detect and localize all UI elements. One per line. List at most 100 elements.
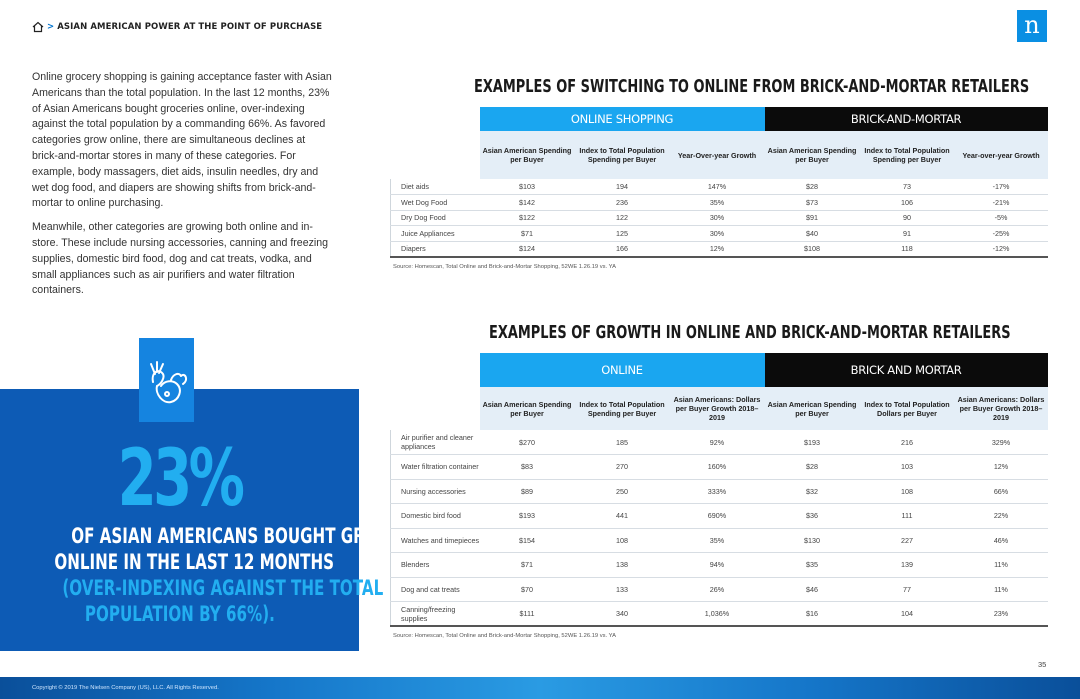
table-row: Juice Appliances $71 125 30% $40 91 -25% bbox=[390, 225, 1048, 242]
table1-header: Year-over-year Growth bbox=[954, 131, 1048, 179]
table-cell: 122 bbox=[574, 210, 670, 226]
table-growth: ONLINE BRICK AND MORTAR Asian American S… bbox=[390, 353, 1048, 627]
table1-header: Index to Total Population Spending per B… bbox=[574, 131, 670, 179]
row-label: Canning/freezing supplies bbox=[390, 601, 480, 627]
breadcrumb: > ASIAN AMERICAN POWER AT THE POINT OF PU… bbox=[47, 22, 322, 32]
table-cell: $71 bbox=[479, 225, 575, 242]
table-cell: 35% bbox=[669, 194, 765, 211]
table-cell: $16 bbox=[764, 601, 860, 627]
table-cell: 30% bbox=[669, 210, 765, 226]
table-cell: $270 bbox=[479, 430, 575, 455]
table-cell: 138 bbox=[574, 552, 670, 578]
table-cell: $111 bbox=[479, 601, 575, 627]
table-cell: 11% bbox=[954, 552, 1048, 578]
table-cell: $142 bbox=[479, 194, 575, 211]
table-row: Domestic bird food $193 441 690% $36 111… bbox=[390, 503, 1048, 529]
table-cell: $71 bbox=[479, 552, 575, 578]
table2-band-brick: BRICK AND MORTAR bbox=[764, 353, 1048, 387]
nielsen-logo: n bbox=[1017, 10, 1047, 42]
row-label: Air purifier and cleaner appliances bbox=[390, 430, 480, 455]
table1-corner-2 bbox=[390, 131, 480, 179]
page-header: > ASIAN AMERICAN POWER AT THE POINT OF PU… bbox=[32, 20, 322, 34]
table-cell: -5% bbox=[954, 210, 1048, 226]
table-cell: 133 bbox=[574, 577, 670, 602]
table-cell: $46 bbox=[764, 577, 860, 602]
table-cell: 90 bbox=[859, 210, 955, 226]
breadcrumb-separator: > bbox=[47, 22, 55, 32]
footer-band bbox=[0, 677, 1080, 699]
table2-source: Source: Homescan, Total Online and Brick… bbox=[393, 633, 616, 639]
table-cell: 46% bbox=[954, 528, 1048, 553]
table-cell: 250 bbox=[574, 479, 670, 504]
table-row: Dry Dog Food $122 122 30% $91 90 -5% bbox=[390, 210, 1048, 226]
callout-line-2-text: ONLINE IN THE LAST 12 MONTHS bbox=[54, 550, 335, 574]
row-label: Water filtration container bbox=[390, 454, 480, 480]
table-cell: 35% bbox=[669, 528, 765, 553]
home-icon[interactable] bbox=[32, 21, 44, 33]
table-cell: 147% bbox=[669, 179, 765, 195]
callout-line-3: (OVER-INDEXING AGAINST THE TOTAL bbox=[0, 576, 383, 601]
table2-band-online: ONLINE bbox=[479, 353, 765, 387]
callout-big-number: 23% bbox=[117, 434, 245, 524]
table-cell: $35 bbox=[764, 552, 860, 578]
intro-paragraph-1: Online grocery shopping is gaining accep… bbox=[32, 71, 332, 210]
table-cell: $108 bbox=[764, 241, 860, 258]
table-cell: 66% bbox=[954, 479, 1048, 504]
row-label: Diet aids bbox=[390, 179, 480, 195]
row-label: Juice Appliances bbox=[390, 225, 480, 242]
table-cell: $89 bbox=[479, 479, 575, 504]
callout-icon-box bbox=[139, 338, 194, 422]
table2-corner-2 bbox=[390, 387, 480, 430]
callout-panel bbox=[0, 389, 359, 651]
table-row: Dog and cat treats $70 133 26% $46 77 11… bbox=[390, 577, 1048, 602]
table-cell: $124 bbox=[479, 241, 575, 258]
table-cell: -25% bbox=[954, 225, 1048, 242]
table-row: Water filtration container $83 270 160% … bbox=[390, 454, 1048, 480]
row-label: Dry Dog Food bbox=[390, 210, 480, 226]
breadcrumb-title: ASIAN AMERICAN POWER AT THE POINT OF PUR… bbox=[57, 22, 323, 32]
table-cell: $73 bbox=[764, 194, 860, 211]
row-label: Watches and timepieces bbox=[390, 528, 480, 553]
table1-source: Source: Homescan, Total Online and Brick… bbox=[393, 264, 616, 270]
table2-header: Asian Americans: Dollars per Buyer Growt… bbox=[669, 387, 765, 430]
table1-header: Asian American Spending per Buyer bbox=[764, 131, 860, 179]
table-cell: 166 bbox=[574, 241, 670, 258]
table-cell: 236 bbox=[574, 194, 670, 211]
table-cell: $28 bbox=[764, 179, 860, 195]
table-cell: 104 bbox=[859, 601, 955, 627]
table-cell: 125 bbox=[574, 225, 670, 242]
table-cell: 227 bbox=[859, 528, 955, 553]
table-cell: 216 bbox=[859, 430, 955, 455]
table-cell: 108 bbox=[859, 479, 955, 504]
table2-title: EXAMPLES OF GROWTH IN ONLINE AND BRICK-A… bbox=[489, 322, 1011, 343]
table-cell: 340 bbox=[574, 601, 670, 627]
table-cell: 194 bbox=[574, 179, 670, 195]
table-cell: $193 bbox=[479, 503, 575, 529]
table-cell: 92% bbox=[669, 430, 765, 455]
table-row: Nursing accessories $89 250 333% $32 108… bbox=[390, 479, 1048, 504]
table-cell: 12% bbox=[954, 454, 1048, 480]
row-label: Wet Dog Food bbox=[390, 194, 480, 211]
table1-band-brick: BRICK-AND-MORTAR bbox=[764, 107, 1048, 131]
table2-header: Asian American Spending per Buyer bbox=[479, 387, 575, 430]
table-cell: 139 bbox=[859, 552, 955, 578]
table1-header: Asian American Spending per Buyer bbox=[479, 131, 575, 179]
table1-corner bbox=[390, 107, 480, 131]
callout-line-1-text: OF ASIAN AMERICANS BOUGHT GROCERIES bbox=[71, 524, 438, 548]
table-cell: 270 bbox=[574, 454, 670, 480]
table-cell: 73 bbox=[859, 179, 955, 195]
table-cell: 12% bbox=[669, 241, 765, 258]
table-row: Wet Dog Food $142 236 35% $73 106 -21% bbox=[390, 194, 1048, 211]
table-cell: 26% bbox=[669, 577, 765, 602]
table-cell: $28 bbox=[764, 454, 860, 480]
table-cell: $130 bbox=[764, 528, 860, 553]
table-cell: 22% bbox=[954, 503, 1048, 529]
table1-band-online: ONLINE SHOPPING bbox=[479, 107, 765, 131]
callout-line-4-text: POPULATION BY 66%). bbox=[84, 602, 275, 626]
table-cell: 77 bbox=[859, 577, 955, 602]
row-label: Dog and cat treats bbox=[390, 577, 480, 602]
grocery-produce-icon bbox=[149, 361, 187, 404]
table2-header: Index to Total Population Dollars per Bu… bbox=[859, 387, 955, 430]
table-cell: 329% bbox=[954, 430, 1048, 455]
table-cell: 690% bbox=[669, 503, 765, 529]
